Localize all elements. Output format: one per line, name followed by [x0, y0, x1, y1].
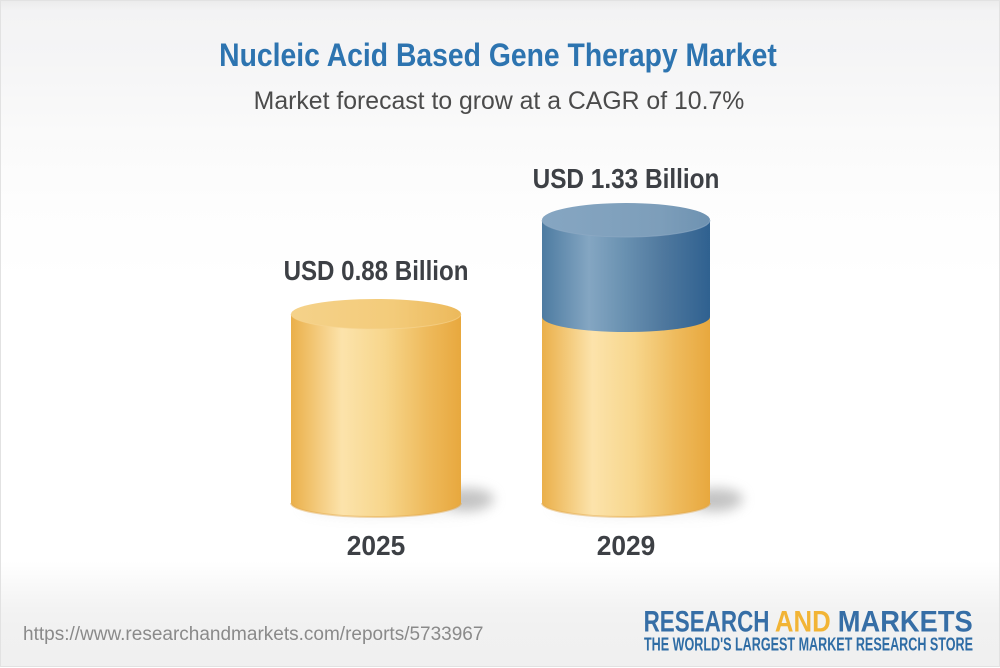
svg-text:THE WORLD'S LARGEST MARKET RES: THE WORLD'S LARGEST MARKET RESEARCH STOR…: [644, 634, 973, 654]
svg-text:MARKETS: MARKETS: [838, 605, 973, 638]
svg-text:AND: AND: [775, 605, 831, 638]
svg-text:RESEARCH: RESEARCH: [644, 605, 770, 638]
